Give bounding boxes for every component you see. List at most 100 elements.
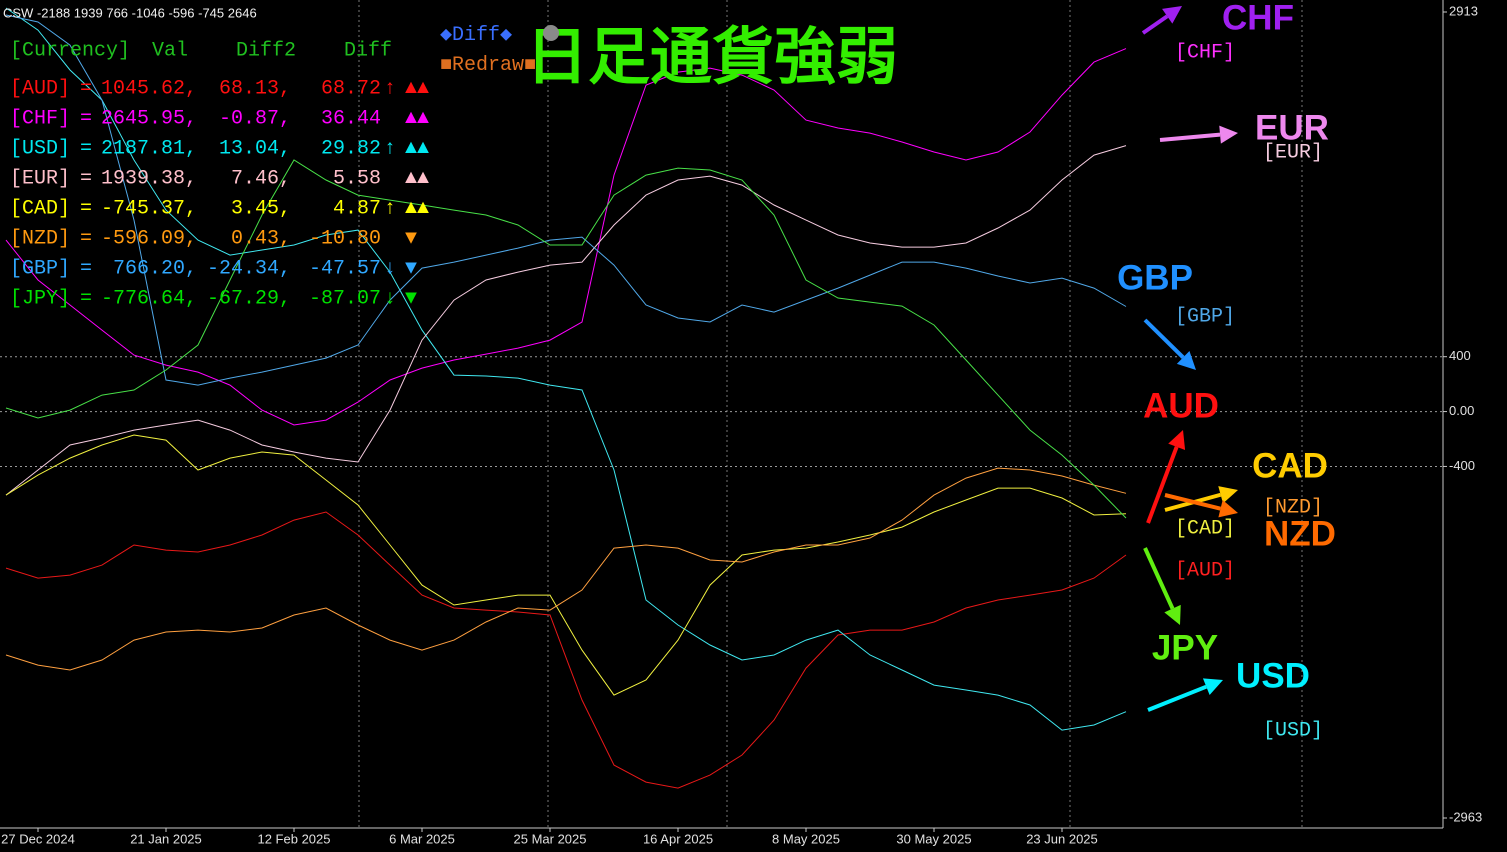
currency-tag: [USD] (1263, 719, 1323, 742)
table-cell: ↑ (384, 137, 396, 160)
arrow-shaft (1146, 446, 1179, 524)
table-cell: -596.09, (101, 227, 197, 250)
table-cell: -745.37, (101, 197, 197, 220)
x-tick-label: 23 Jun 2025 (1026, 831, 1098, 846)
plot (0, 7, 1443, 789)
x-tick-label: 21 Jan 2025 (130, 831, 202, 846)
currency-tag: [CAD] (1175, 517, 1235, 540)
table-cell: -67.29, (207, 287, 291, 310)
table-cell: ▲▲ (405, 137, 429, 160)
x-tick-label: 8 May 2025 (772, 831, 840, 846)
arrow-shaft (1159, 132, 1221, 142)
table-cell: 13.04, (219, 137, 291, 160)
diff-button[interactable]: ◆Diff◆ (440, 24, 512, 47)
chart-title: CSW -2188 1939 766 -1046 -596 -745 2646 (3, 5, 257, 20)
separators (358, 0, 1303, 828)
table-cell: = (80, 197, 92, 220)
table-cell: 2187.81, (101, 137, 197, 160)
table-cell: ▼ (405, 257, 417, 280)
table-cell: ▲▲ (405, 77, 429, 100)
x-tick-label: 30 May 2025 (896, 831, 971, 846)
table-cell: ▼ (405, 227, 417, 250)
table-cell: [AUD] (10, 77, 70, 100)
arrow-head (1202, 678, 1223, 696)
x-tick-label: 27 Dec 2024 (1, 831, 75, 846)
table-cell: 29.82 (321, 137, 381, 160)
table-cell: [GBP] (10, 257, 70, 280)
table-cell: = (80, 287, 92, 310)
table-cell: = (80, 137, 92, 160)
redraw-button[interactable]: ■Redraw■ (440, 54, 536, 77)
y-tick-label: 400 (1449, 348, 1471, 363)
series-line (5, 511, 1127, 789)
currency-label: JPY (1152, 628, 1218, 667)
currency-label: AUD (1143, 386, 1219, 425)
table-cell: 68.13, (219, 77, 291, 100)
arrow-head (1168, 430, 1186, 451)
arrow-head (1218, 499, 1238, 518)
table-cell: = (80, 107, 92, 130)
table-cell: ▲▲ (405, 167, 429, 190)
currency-tag: [CHF] (1175, 41, 1235, 64)
table-cell: 766.20, (113, 257, 197, 280)
table-cell: [NZD] (10, 227, 70, 250)
table-cell: [USD] (10, 137, 70, 160)
table-header: Diff2 (236, 39, 296, 62)
arrow-head (1218, 486, 1238, 504)
y-tick-label: 2913 (1449, 3, 1478, 18)
table-cell: = (80, 257, 92, 280)
table-header: Diff (344, 39, 392, 62)
table-cell: -24.34, (207, 257, 291, 280)
arrow-head (1219, 125, 1238, 144)
currency-label: NZD (1264, 514, 1336, 553)
table-cell: 36.44 (321, 107, 381, 130)
toggle-dot[interactable] (543, 25, 559, 41)
table-cell: 2645.95, (101, 107, 197, 130)
x-tick-label: 25 Mar 2025 (514, 831, 587, 846)
table-cell: 3.45, (231, 197, 291, 220)
series-line (5, 467, 1127, 671)
table-cell: 5.58 (333, 167, 381, 190)
arrow-shaft (1143, 318, 1185, 359)
table-cell: [CAD] (10, 197, 70, 220)
table-cell: ↑ (384, 197, 396, 220)
currency-tag: [AUD] (1175, 559, 1235, 582)
arrow-shaft (1143, 547, 1175, 610)
arrow-shaft (1141, 14, 1169, 35)
table-cell: = (80, 77, 92, 100)
table-cell: 0.43, (231, 227, 291, 250)
currency-label: USD (1236, 656, 1310, 695)
table-cell: [CHF] (10, 107, 70, 130)
table-cell: = (80, 227, 92, 250)
table-header: Val (152, 39, 188, 62)
table-cell: 7.46, (231, 167, 291, 190)
table-cell: 4.87 (333, 197, 381, 220)
arrow-head (1164, 604, 1181, 625)
currency-tag: [EUR] (1263, 141, 1323, 164)
heading: 日足通貨強弱 (526, 23, 898, 92)
x-tick-label: 6 Mar 2025 (389, 831, 455, 846)
table-cell: -47.57 (309, 257, 381, 280)
currency-tag: [GBP] (1175, 305, 1235, 328)
table-cell: [EUR] (10, 167, 70, 190)
x-tick-label: 16 Apr 2025 (643, 831, 713, 846)
table-cell: 68.72 (321, 77, 381, 100)
arrow-shaft (1164, 493, 1222, 511)
table-cell: ▼ (405, 287, 417, 310)
table-cell: = (80, 167, 92, 190)
currency-label: EUR (1255, 108, 1329, 147)
series-line (5, 7, 1127, 731)
y-tick-label: -400 (1449, 458, 1475, 473)
y-tick-label: -2963 (1449, 809, 1482, 824)
currency-label: GBP (1117, 258, 1193, 297)
table-cell: ↓ (384, 257, 396, 280)
series-line (5, 14, 1127, 386)
series-line (5, 145, 1127, 496)
table-cell: ↑ (384, 77, 396, 100)
table-cell: -0.87, (219, 107, 291, 130)
table-cell: -87.07 (309, 287, 381, 310)
table-cell: [JPY] (10, 287, 70, 310)
